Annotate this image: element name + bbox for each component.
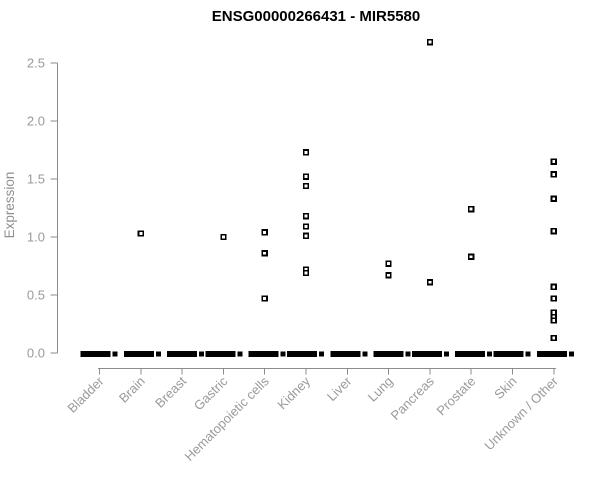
data-point (261, 229, 268, 236)
zero-expression-cluster (568, 351, 574, 357)
zero-expression-cluster (330, 351, 361, 357)
y-tick-label: 2.0 (27, 114, 45, 129)
data-point (426, 38, 434, 46)
data-point (385, 272, 392, 279)
x-tick-label: Bladder (64, 373, 107, 416)
zero-expression-cluster (167, 351, 198, 357)
data-point (550, 283, 557, 291)
y-tick-label: 1.0 (27, 230, 45, 245)
y-tick-label: 0.0 (27, 346, 45, 361)
x-tick-label: Skin (491, 374, 519, 402)
zero-expression-cluster (155, 351, 161, 357)
zero-expression-cluster (525, 351, 531, 357)
data-point (302, 232, 310, 239)
data-point (220, 233, 227, 241)
data-point (550, 195, 557, 202)
zero-expression-cluster (411, 351, 442, 357)
zero-expression-cluster (536, 351, 567, 357)
x-tick-label: Kidney (274, 373, 313, 412)
data-point (302, 149, 310, 156)
data-point (468, 253, 475, 260)
zero-expression-cluster (112, 351, 118, 357)
zero-expression-cluster (287, 351, 317, 357)
data-point (468, 206, 475, 213)
data-point (302, 173, 310, 180)
x-tick-label: Breast (152, 373, 189, 410)
data-point (385, 260, 392, 267)
data-point (550, 317, 557, 324)
data-point (550, 158, 557, 165)
x-tick-label: Lung (365, 374, 396, 405)
data-point (302, 182, 310, 190)
data-point (302, 269, 310, 277)
zero-expression-cluster (237, 351, 243, 357)
zero-expression-cluster (405, 351, 411, 357)
zero-expression-cluster (362, 351, 368, 357)
zero-expression-cluster (80, 351, 111, 357)
zero-expression-cluster (123, 351, 154, 357)
data-point (550, 228, 557, 235)
x-tick-label: Prostate (433, 374, 478, 419)
zero-expression-cluster (205, 351, 236, 357)
axes-group: 0.0 0.5 1.0 1.5 2.0 2.5 Bladder Brain Breast Gast… (27, 56, 561, 464)
data-point (261, 295, 268, 302)
data-point (550, 171, 557, 178)
y-tick-label: 0.5 (27, 288, 45, 303)
zero-expression-cluster (199, 351, 205, 357)
data-point (550, 334, 557, 342)
x-tick-label: Unknown / Other (481, 373, 561, 453)
x-tick-label: Gastric (191, 373, 231, 413)
zero-expression-cluster (280, 351, 286, 357)
zero-expression-cluster (319, 351, 324, 357)
y-tick-label: 2.5 (27, 56, 45, 71)
zero-expression-cluster (443, 351, 449, 357)
data-point (137, 230, 144, 237)
data-point (261, 250, 268, 257)
data-point (550, 295, 557, 302)
x-tick-label: Brain (116, 374, 148, 406)
zero-expression-cluster (455, 351, 486, 357)
data-point (302, 212, 310, 220)
data-point (302, 223, 310, 230)
data-points-group (137, 38, 557, 342)
x-tick-label: Pancreas (388, 373, 438, 423)
zero-expression-cluster (248, 351, 279, 357)
zero-expression-cluster (493, 351, 524, 357)
chart-title: ENSG00000266431 - MIR5580 (212, 8, 420, 25)
y-tick-label: 1.5 (27, 172, 45, 187)
y-axis-label: Expression (2, 172, 17, 239)
zero-clusters-group (80, 351, 574, 357)
data-point (426, 279, 434, 286)
x-tick-label: Liver (324, 373, 355, 404)
zero-expression-cluster (373, 351, 404, 357)
zero-expression-cluster (487, 351, 493, 357)
